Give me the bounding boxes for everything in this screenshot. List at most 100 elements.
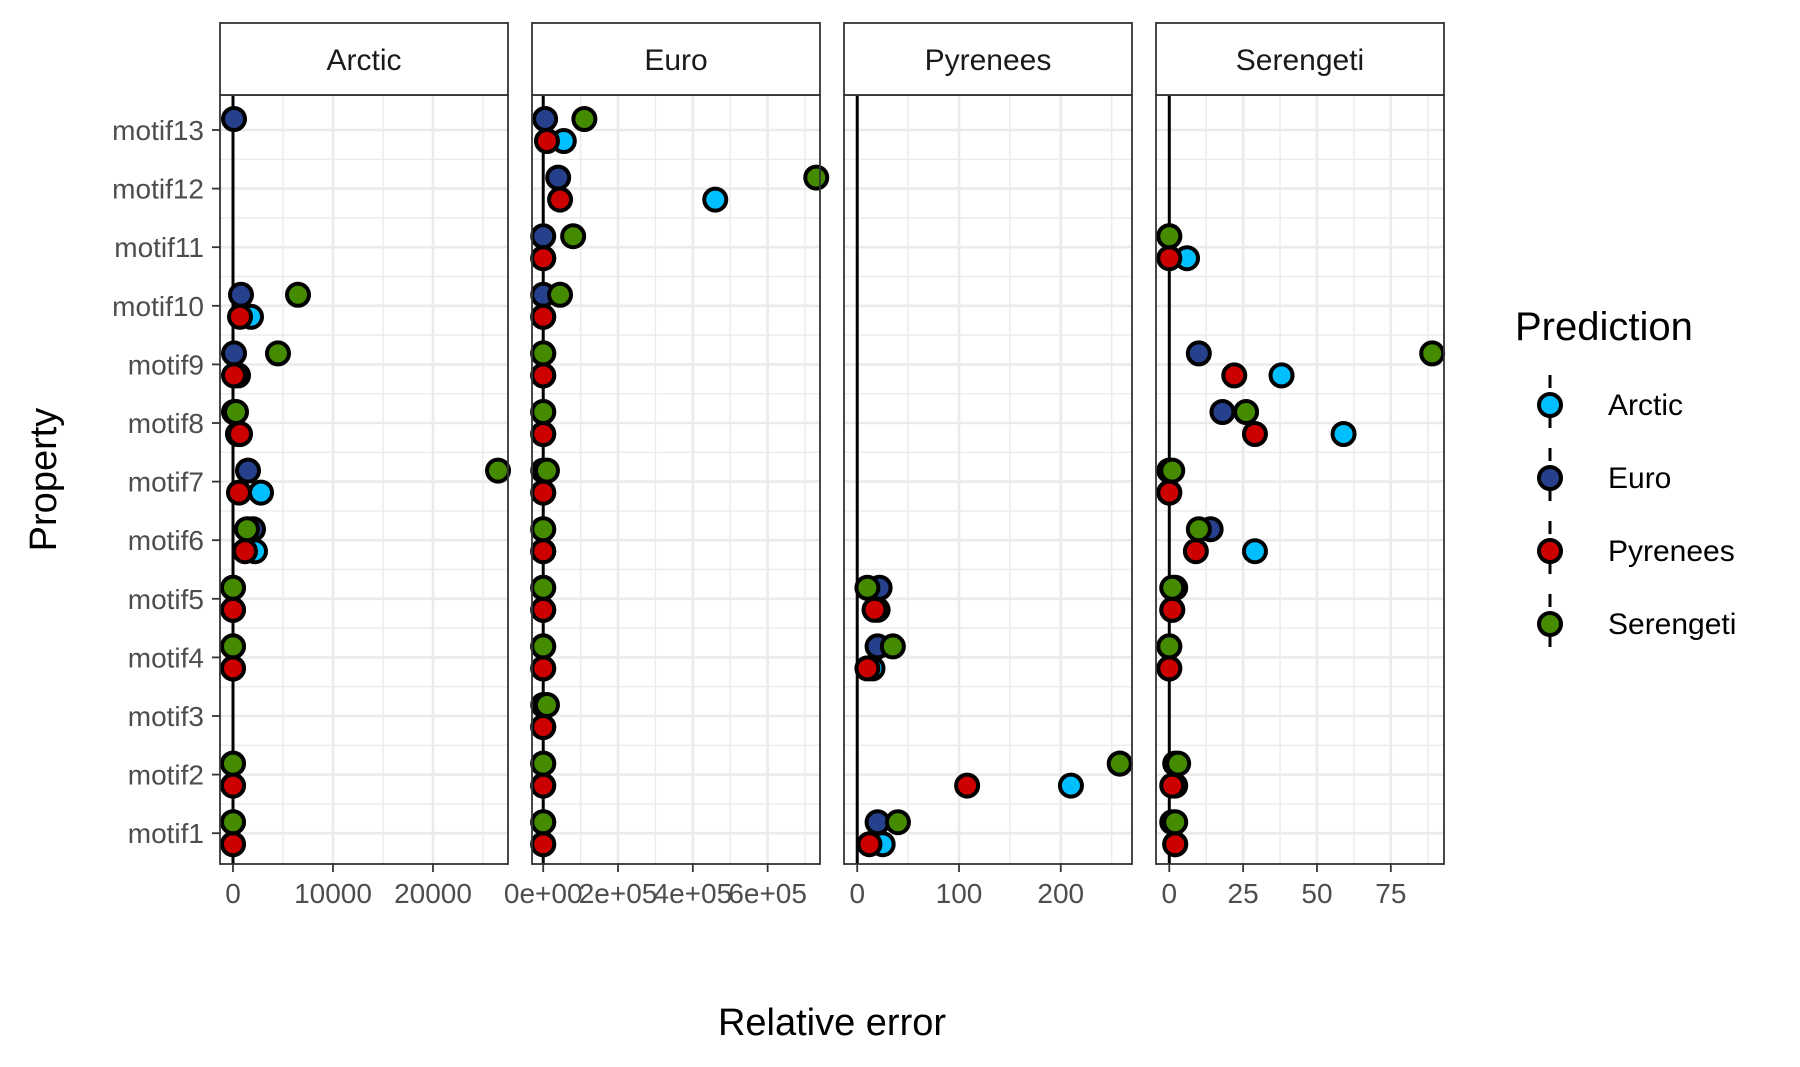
point-serengeti-motif2 — [1165, 750, 1192, 777]
point-pyrenees-motif7 — [226, 479, 252, 506]
point-arctic-motif6 — [1241, 538, 1268, 565]
facet-strip-label: Pyrenees — [925, 44, 1052, 77]
legend: Prediction Arctic Euro Pyrenees Serengeti — [1515, 305, 1736, 654]
facet-strip-label: Euro — [644, 44, 707, 77]
point-serengeti-motif5 — [220, 574, 246, 601]
point-serengeti-motif2 — [530, 750, 557, 777]
point-serengeti-motif1 — [530, 809, 557, 836]
point-pyrenees-motif11 — [1156, 245, 1183, 272]
point-pyrenees-motif2 — [1159, 772, 1186, 799]
point-serengeti-motif8 — [530, 399, 557, 425]
point-pyrenees-motif1 — [856, 831, 883, 858]
point-serengeti-motif2 — [220, 750, 246, 777]
point-arctic-motif2 — [1057, 772, 1084, 799]
y-tick-label-motif11: motif11 — [114, 232, 204, 263]
point-pyrenees-motif6 — [1182, 538, 1209, 565]
legend-key-point — [1537, 392, 1563, 418]
point-serengeti-motif1 — [884, 809, 911, 836]
legend-label: Euro — [1608, 462, 1671, 495]
point-euro-motif13 — [532, 106, 559, 132]
y-axis: motif1 motif2 motif3 motif4 motif5 motif6 moti… — [112, 115, 220, 849]
panel-background — [532, 95, 820, 864]
point-serengeti-motif7 — [533, 457, 560, 484]
point-pyrenees-motif5 — [220, 596, 246, 623]
y-axis-title: Property — [23, 408, 65, 552]
point-pyrenees-motif5 — [1159, 596, 1186, 623]
x-tick-label: 0 — [225, 878, 241, 909]
point-pyrenees-motif2 — [220, 772, 246, 799]
point-serengeti-motif12 — [803, 164, 830, 191]
point-euro-motif12 — [545, 164, 572, 191]
point-arctic-motif9 — [1268, 362, 1295, 389]
x-tick-label: 2e+05 — [579, 878, 658, 909]
facet-strip — [1155, 22, 1445, 96]
point-arctic-motif8 — [1330, 421, 1357, 447]
y-tick-label-motif9: motif9 — [128, 349, 204, 380]
y-tick-label-motif4: motif4 — [128, 642, 204, 673]
x-tick-label: 0 — [1162, 878, 1178, 909]
point-serengeti-motif5 — [1159, 574, 1186, 601]
point-pyrenees-motif10 — [227, 303, 253, 330]
point-serengeti-motif11 — [1156, 223, 1183, 250]
facet-strip — [219, 22, 509, 96]
x-tick-label: 0e+00 — [504, 878, 583, 909]
facet-strip — [843, 22, 1133, 96]
point-serengeti-motif6 — [1185, 516, 1212, 543]
facet-arctic: Arctic 0 10000 20000 — [219, 22, 511, 909]
x-tick-label: 0 — [849, 878, 865, 909]
point-serengeti-motif10 — [285, 281, 311, 308]
point-pyrenees-motif6 — [530, 538, 557, 565]
legend-title: Prediction — [1515, 305, 1693, 349]
point-serengeti-motif1 — [1162, 809, 1189, 836]
point-serengeti-motif9 — [265, 340, 291, 367]
point-pyrenees-motif5 — [530, 596, 557, 623]
x-tick-label: 100 — [936, 878, 983, 909]
point-serengeti-motif8 — [1233, 399, 1260, 425]
x-tick-label: 50 — [1301, 878, 1332, 909]
point-pyrenees-motif9 — [530, 362, 557, 389]
point-pyrenees-motif10 — [530, 303, 557, 330]
x-tick-label: 25 — [1228, 878, 1259, 909]
point-pyrenees-motif2 — [954, 772, 981, 799]
x-tick-label: 6e+05 — [728, 878, 807, 909]
point-pyrenees-motif5 — [861, 596, 888, 623]
point-serengeti-motif1 — [220, 809, 246, 836]
point-serengeti-motif5 — [854, 574, 881, 601]
legend-label: Arctic — [1608, 389, 1683, 422]
point-pyrenees-motif4 — [854, 655, 881, 682]
point-euro-motif9 — [1185, 340, 1212, 367]
point-euro-motif7 — [235, 457, 261, 484]
point-pyrenees-motif7 — [1156, 479, 1183, 506]
legend-key-point — [1537, 538, 1563, 564]
x-tick-label: 20000 — [394, 878, 472, 909]
point-euro-motif8 — [1209, 399, 1236, 425]
point-pyrenees-motif8 — [227, 421, 253, 447]
y-tick-label-motif12: motif12 — [112, 174, 204, 205]
point-serengeti-motif8 — [223, 399, 249, 425]
y-tick-label-motif6: motif6 — [128, 525, 204, 556]
panel-background — [220, 95, 508, 864]
point-pyrenees-motif7 — [530, 479, 557, 506]
point-serengeti-motif9 — [1419, 340, 1446, 367]
point-serengeti-motif6 — [234, 516, 260, 543]
point-pyrenees-motif4 — [220, 655, 246, 682]
facet-strip-label: Serengeti — [1236, 44, 1364, 77]
y-tick-label-motif5: motif5 — [128, 584, 204, 615]
point-serengeti-motif11 — [560, 223, 587, 250]
legend-item-serengeti: Serengeti — [1537, 594, 1736, 654]
point-pyrenees-motif12 — [547, 186, 574, 213]
point-euro-motif9 — [221, 340, 247, 367]
point-serengeti-motif9 — [530, 340, 557, 367]
y-tick-label-motif8: motif8 — [128, 408, 204, 439]
point-pyrenees-motif6 — [232, 538, 258, 565]
point-serengeti-motif7 — [485, 457, 511, 484]
y-tick-label-motif3: motif3 — [128, 701, 204, 732]
facet-strip-label: Arctic — [327, 44, 402, 77]
x-axis-title: Relative error — [718, 1002, 946, 1044]
point-pyrenees-motif11 — [530, 245, 557, 272]
point-euro-motif13 — [221, 106, 247, 132]
point-pyrenees-motif9 — [1221, 362, 1248, 389]
point-pyrenees-motif13 — [533, 128, 560, 154]
